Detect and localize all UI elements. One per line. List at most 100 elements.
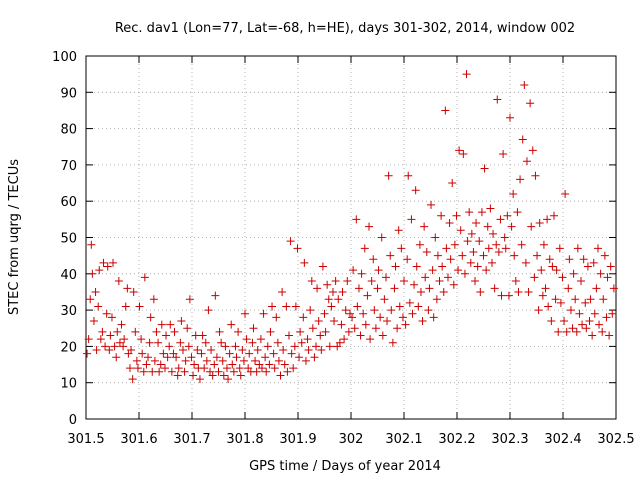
data-point [293,244,302,253]
data-point [214,367,223,376]
data-point [526,99,535,108]
data-point [129,287,138,296]
data-point [117,320,126,329]
data-point [538,291,547,300]
data-point [279,346,288,355]
data-point [449,280,458,289]
data-point [600,251,609,260]
data-point [404,171,413,180]
data-point [568,324,577,333]
data-point [407,215,416,224]
data-point [112,353,121,362]
data-point [592,284,601,293]
data-point [466,258,475,267]
data-point [582,324,591,333]
data-point [344,327,353,336]
data-point [200,364,209,373]
data-point [509,189,518,198]
data-point [228,360,237,369]
data-point [218,356,227,365]
data-point [437,211,446,220]
data-point [371,324,380,333]
data-point [119,342,128,351]
data-point [317,346,326,355]
data-point [145,338,154,347]
data-point [162,331,171,340]
data-point [554,327,563,336]
data-point [463,237,472,246]
data-point [555,244,564,253]
data-point [414,302,423,311]
data-point [138,349,147,358]
data-point [149,295,158,304]
data-point [467,229,476,238]
data-point [135,302,144,311]
data-point [514,287,523,296]
data-point [405,298,414,307]
data-point [556,298,565,307]
data-point [296,327,305,336]
data-point [290,342,299,351]
data-point [222,364,231,373]
data-point [483,222,492,231]
data-point [528,146,537,155]
data-point [253,346,262,355]
data-point [204,306,213,315]
data-point [465,208,474,217]
data-point [310,353,319,362]
axis-ticks [85,55,617,420]
data-point [212,353,221,362]
data-point [325,342,334,351]
data-point [522,157,531,166]
x-tick-label: 301.6 [120,432,157,447]
data-point [356,331,365,340]
data-point [507,222,516,231]
y-tick-label: 80 [60,123,77,138]
data-point [316,331,325,340]
data-point [456,226,465,235]
data-point [549,211,558,220]
data-point [565,255,574,264]
data-point [390,284,399,293]
data-point [239,356,248,365]
data-point [360,244,369,253]
data-point [132,356,141,365]
data-point [217,338,226,347]
data-point [511,277,520,286]
data-point [400,277,408,286]
data-point [541,284,550,293]
data-point [232,353,241,362]
data-point [367,277,376,286]
data-point [460,269,469,278]
data-point [503,211,512,220]
data-point [539,240,548,249]
data-point [363,291,372,300]
data-point [439,287,448,296]
data-point [535,218,544,227]
data-point [207,346,216,355]
data-point [166,320,175,329]
data-point [88,269,97,278]
data-point [445,218,454,227]
data-point [534,306,543,315]
data-point [454,266,463,275]
data-point [167,367,176,376]
data-point [598,327,607,336]
data-point [142,360,151,369]
data-point [599,295,608,304]
data-point [146,313,155,322]
data-point [269,349,278,358]
data-point [229,367,238,376]
data-point [497,291,506,300]
data-point [268,302,277,311]
data-point [573,244,582,253]
data-point [154,338,163,347]
data-point [608,309,617,318]
data-point [349,266,358,275]
x-axis-label: GPS time / Days of year 2014 [249,459,441,474]
y-tick-label: 0 [69,413,77,428]
data-point [435,277,444,286]
data-point [144,353,153,362]
data-point [308,324,317,333]
data-point [139,367,148,376]
